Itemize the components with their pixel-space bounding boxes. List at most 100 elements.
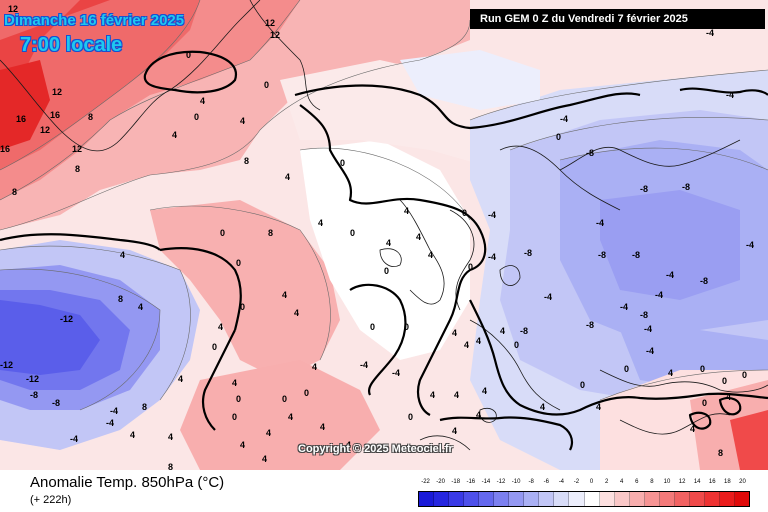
contour-label: -8: [30, 390, 38, 400]
contour-label: -4: [70, 434, 78, 444]
scale-swatch: [629, 492, 645, 506]
contour-label: 4: [464, 340, 469, 350]
contour-label: 0: [304, 388, 309, 398]
contour-label: -8: [640, 310, 648, 320]
contour-label: 0: [580, 380, 585, 390]
contour-label: -8: [640, 184, 648, 194]
scale-tick-label: 6: [635, 479, 639, 485]
scale-swatch: [734, 492, 750, 506]
contour-label: -4: [488, 252, 496, 262]
contour-label: 4: [262, 454, 267, 464]
contour-label: -4: [106, 418, 114, 428]
contour-label: -4: [646, 346, 654, 356]
scale-swatch: [434, 492, 450, 506]
scale-tick-label: -22: [421, 479, 430, 485]
contour-label: 0: [232, 412, 237, 422]
contour-label: -8: [52, 398, 60, 408]
contour-label: -4: [110, 406, 118, 416]
coastlines: [0, 0, 768, 451]
contour-label: 4: [320, 422, 325, 432]
contour-label: 8: [718, 448, 723, 458]
scale-swatch: [689, 492, 705, 506]
scale-tick-label: 18: [724, 479, 731, 485]
color-scale-legend: -22 -20 -18 -16 -14 -12 -10 -8 -6 -4 -2 0 2 4 6 8 10 12 14…: [418, 479, 750, 509]
contour-label: 4: [178, 374, 183, 384]
map-footer: Anomalie Temp. 850hPa (°C) (+ 222h) -22-…: [0, 470, 768, 512]
scale-tick-label: -6: [543, 479, 549, 485]
contour-label: 4: [386, 238, 391, 248]
scale-tick-label: 20: [739, 479, 746, 485]
scale-swatch: [479, 492, 495, 506]
contour-label: 4: [120, 250, 125, 260]
contour-label: 16: [16, 114, 26, 124]
contour-label: 4: [690, 424, 695, 434]
contour-label: 4: [288, 412, 293, 422]
contour-label: 0: [194, 112, 199, 122]
scale-swatch: [554, 492, 570, 506]
contour-label: 0: [462, 208, 467, 218]
scale-swatch: [719, 492, 735, 506]
contour-label: 4: [346, 440, 351, 450]
contour-label: 8: [118, 294, 123, 304]
contour-value-labels: 12 12 12 12 8 12 16 16 12 16 8 8 0 4 0 4…: [0, 4, 754, 470]
contour-label: -4: [655, 290, 663, 300]
contour-label: 4: [476, 336, 481, 346]
contour-label: 4: [312, 362, 317, 372]
contour-label: 4: [240, 116, 245, 126]
contour-label: 4: [476, 410, 481, 420]
contour-label: 4: [318, 218, 323, 228]
contour-label: -4: [666, 270, 674, 280]
contour-label: -4: [706, 28, 714, 38]
contour-label: -4: [360, 360, 368, 370]
contour-label: 12: [52, 87, 62, 97]
contour-label: 0: [236, 258, 241, 268]
scale-swatch: [494, 492, 510, 506]
contour-label: 8: [12, 187, 17, 197]
scale-tick-label: 8: [650, 479, 654, 485]
contour-label: 0: [722, 376, 727, 386]
contour-label: 4: [452, 328, 457, 338]
contour-label: 8: [88, 112, 93, 122]
contour-label: 4: [218, 322, 223, 332]
lead-time: (+ 222h): [30, 494, 72, 506]
contour-label: -8: [586, 148, 594, 158]
scale-swatch: [539, 492, 555, 506]
contour-lines: [0, 0, 768, 411]
contour-label: 4: [430, 390, 435, 400]
contour-label: 0: [556, 132, 561, 142]
scale-tick-label: 16: [708, 479, 716, 485]
contour-label: 4: [596, 402, 601, 412]
scale-tick-label: 4: [620, 479, 624, 485]
contour-label: 8: [168, 462, 173, 470]
scale-tick-label: 14: [693, 479, 701, 485]
scale-tick-labels: -22 -20 -18 -16 -14 -12 -10 -8 -6 -4 -2 0 2 4 6 8 10 12 14…: [418, 479, 750, 489]
contour-label: 16: [0, 144, 10, 154]
forecast-time: 7:00 locale: [20, 34, 123, 56]
contour-label: 4: [540, 402, 545, 412]
contour-label: 12: [72, 144, 82, 154]
contour-label: 0: [370, 322, 375, 332]
contour-label: 12: [265, 18, 275, 28]
scale-swatch: [449, 492, 465, 506]
scale-swatch: [569, 492, 585, 506]
scale-swatch: [644, 492, 660, 506]
model-run-banner: Run GEM 0 Z du Vendredi 7 février 2025: [470, 9, 765, 29]
contour-label: -4: [488, 210, 496, 220]
contour-label: -8: [598, 250, 606, 260]
scale-swatch: [659, 492, 675, 506]
contour-label: -8: [682, 182, 690, 192]
scale-swatch: [584, 492, 600, 506]
contour-label: 8: [244, 156, 249, 166]
contour-label: -4: [620, 302, 628, 312]
contour-label: 0: [282, 394, 287, 404]
contour-label: 0: [468, 262, 473, 272]
scale-tick-label: -20: [436, 479, 445, 485]
contour-label: 4: [285, 172, 290, 182]
scale-swatch: [599, 492, 615, 506]
contour-label: -4: [544, 292, 552, 302]
map-canvas: 12 12 12 12 8 12 16 16 12 16 8 8 0 4 0 4…: [0, 0, 768, 470]
contour-label: 4: [232, 378, 237, 388]
contour-label: 0: [700, 364, 705, 374]
contour-label: 4: [282, 290, 287, 300]
scale-tick-label: -14: [481, 479, 491, 485]
